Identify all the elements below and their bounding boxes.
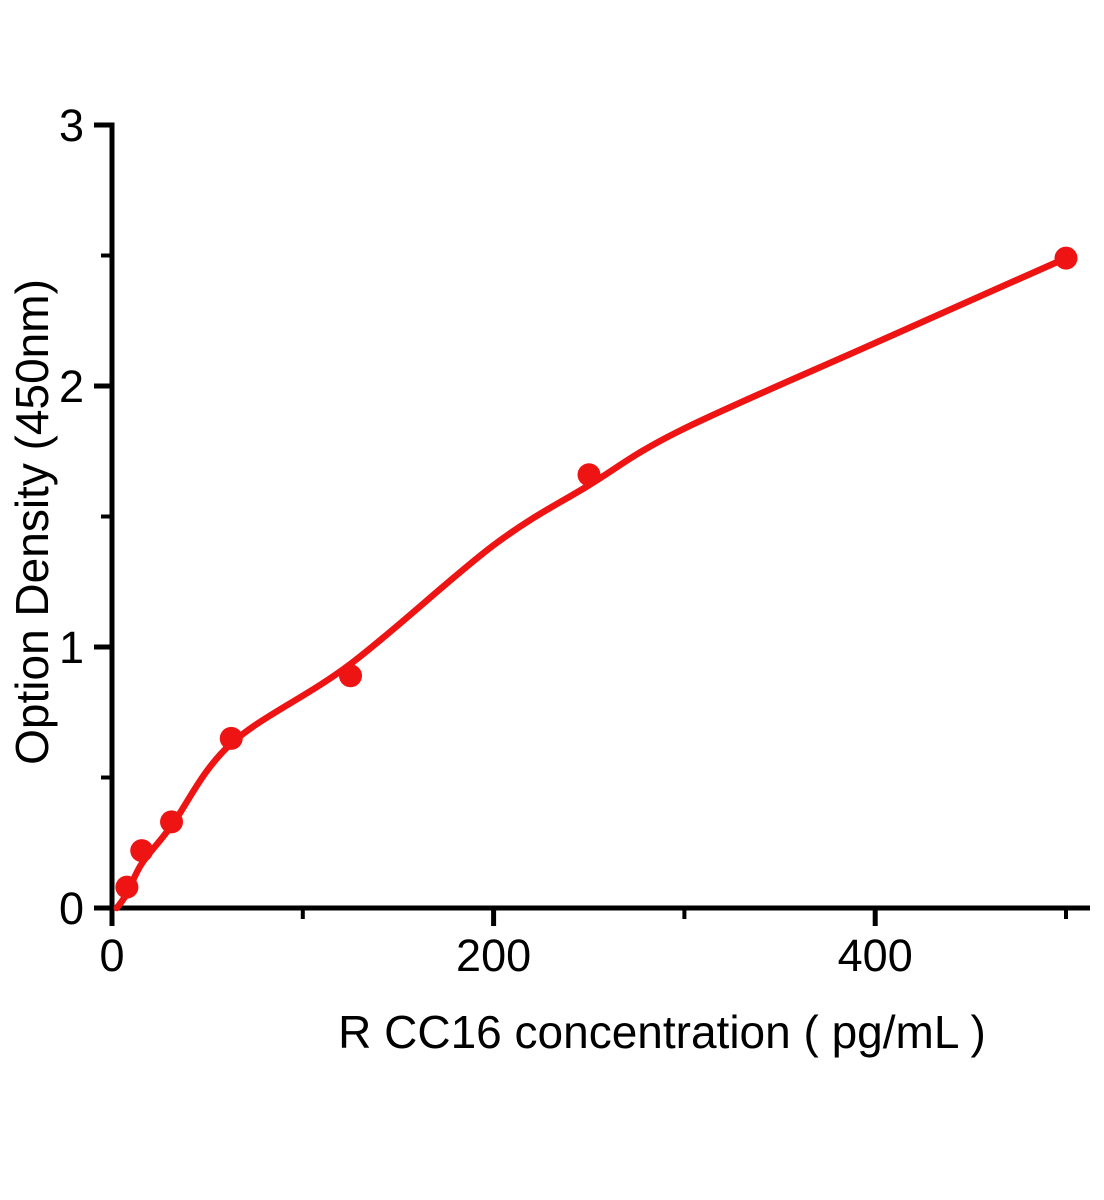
y-tick-label: 2 [59,361,84,412]
y-axis-title: Option Density (450nm) [6,279,58,765]
x-tick-label: 400 [838,930,913,981]
y-tick-label: 1 [59,622,84,673]
data-point [130,839,154,863]
axes-layer [94,122,1090,926]
x-tick-label: 0 [99,930,124,981]
data-layer [113,246,1078,912]
tick-label-layer: 0 200 400 0 1 2 3 [59,100,913,981]
data-point [1054,246,1078,270]
x-axis-title: R CC16 concentration ( pg/mL ) [338,1006,986,1058]
y-tick-label: 0 [59,883,84,934]
y-tick-label: 3 [59,100,84,151]
x-tick-label: 200 [456,930,531,981]
fit-curve [113,254,1070,912]
data-point [339,664,362,688]
data-point [577,463,601,487]
data-point [115,875,139,899]
data-point [219,726,243,750]
data-point [160,810,184,834]
